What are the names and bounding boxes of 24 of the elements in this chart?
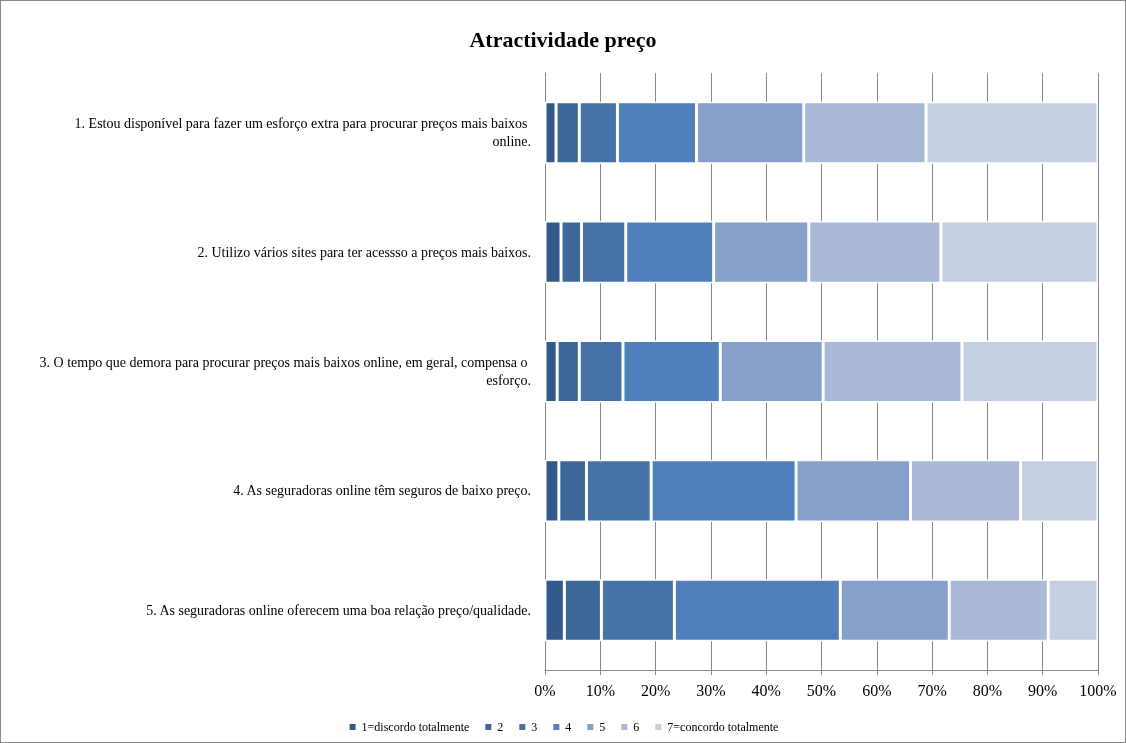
- y-tick-label: 3. O tempo que demora para procurar preços mais baixos online, em geral, compensa o esforço.: [39, 355, 531, 388]
- x-tick-label: 90%: [1028, 681, 1058, 699]
- x-tick-label: 60%: [862, 681, 892, 699]
- legend-label: 5: [599, 720, 606, 734]
- legend-label: 3: [531, 720, 538, 734]
- x-tick-label: 80%: [972, 681, 1003, 699]
- x-tick-label: 0%: [534, 681, 556, 699]
- x-tick-label: 70%: [917, 681, 947, 699]
- legend-label: 2: [497, 720, 504, 734]
- x-tick-label: 40%: [751, 681, 781, 699]
- legend-label: 4: [565, 720, 572, 734]
- y-tick-label: 2. Utilizo vários sites para ter acessso a preços mais baixos.: [197, 244, 531, 260]
- y-tick-label: 1. Estou disponível para fazer um esforço extra para procurar preços mais baixos online.: [74, 116, 531, 150]
- legend-label: 7=concordo totalmente: [667, 720, 779, 734]
- x-tick-label: 10%: [585, 681, 615, 699]
- chart-title: Atractividade preço: [469, 26, 657, 52]
- y-tick-label: 4. As seguradoras online têm seguros de baixo preço.: [233, 483, 531, 499]
- x-tick-label: 20%: [640, 681, 671, 699]
- legend-label: 6: [633, 720, 640, 734]
- x-tick-label: 50%: [806, 681, 837, 699]
- x-tick-label: 100%: [1079, 681, 1117, 699]
- y-tick-label: 5. As seguradoras online oferecem uma boa relação preço/qualidade.: [146, 602, 531, 618]
- x-tick-label: 30%: [696, 681, 726, 699]
- legend-label: 1=discordo totalmente: [361, 720, 470, 734]
